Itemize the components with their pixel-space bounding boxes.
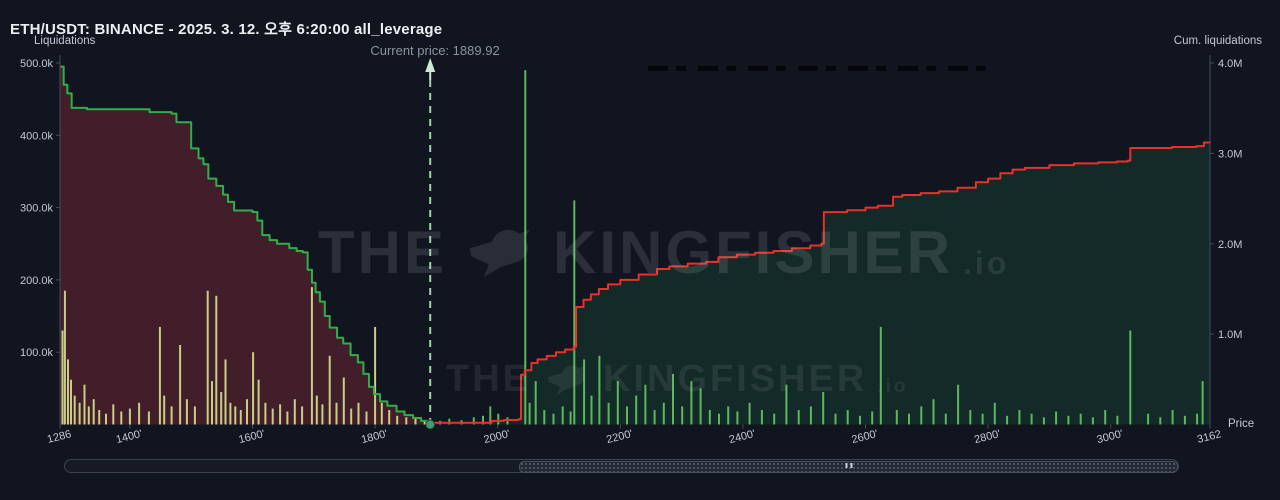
left-axis-title: Liquidations xyxy=(34,35,96,47)
svg-text:2000': 2000' xyxy=(483,428,512,446)
svg-text:500.0k: 500.0k xyxy=(20,58,54,70)
chart-title: ETH/USDT: BINANCE - 2025. 3. 12. 오후 6:20… xyxy=(10,21,443,38)
timeline-scrollbar-track[interactable] xyxy=(64,459,1179,473)
svg-text:400.0k: 400.0k xyxy=(20,130,54,142)
svg-text:3162: 3162 xyxy=(1196,428,1223,446)
redacted-legend-marks xyxy=(648,66,990,71)
svg-text:4.0M: 4.0M xyxy=(1218,58,1242,70)
svg-text:1800': 1800' xyxy=(360,428,389,446)
current-price-label: Current price: 1889.92 xyxy=(370,43,500,58)
svg-text:2200': 2200' xyxy=(605,428,634,446)
svg-text:1286: 1286 xyxy=(46,428,73,446)
svg-text:200.0k: 200.0k xyxy=(20,275,54,287)
price-axis-label: Price xyxy=(1228,418,1255,430)
svg-text:2600': 2600' xyxy=(850,428,879,446)
svg-text:300.0k: 300.0k xyxy=(20,203,54,215)
svg-text:3000': 3000' xyxy=(1096,428,1125,446)
svg-text:2800': 2800' xyxy=(973,428,1002,446)
svg-text:2400': 2400' xyxy=(728,428,757,446)
svg-text:1.0M: 1.0M xyxy=(1218,329,1242,341)
svg-text:1600': 1600' xyxy=(237,428,266,446)
svg-text:100.0k: 100.0k xyxy=(20,347,54,359)
svg-text:2.0M: 2.0M xyxy=(1218,239,1242,251)
timeline-scrollbar-thumb[interactable] xyxy=(519,461,1178,473)
svg-text:3.0M: 3.0M xyxy=(1218,148,1242,160)
scrollbar-grip-icon[interactable] xyxy=(845,463,852,468)
right-axis-title: Cum. liquidations xyxy=(1173,35,1262,47)
svg-text:1400': 1400' xyxy=(115,428,144,446)
